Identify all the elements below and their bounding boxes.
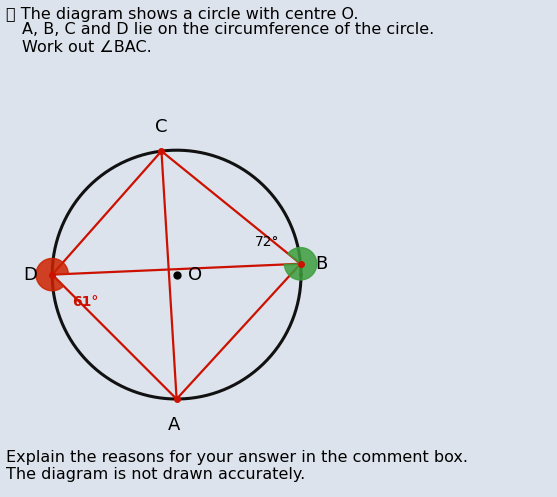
Text: B: B: [315, 255, 328, 273]
Text: The diagram is not drawn accurately.: The diagram is not drawn accurately.: [6, 467, 305, 482]
Text: Explain the reasons for your answer in the comment box.: Explain the reasons for your answer in t…: [6, 450, 467, 465]
Text: O: O: [188, 265, 202, 284]
Text: Work out ∠BAC.: Work out ∠BAC.: [22, 40, 152, 55]
Text: ⓘ The diagram shows a circle with centre O.: ⓘ The diagram shows a circle with centre…: [6, 7, 358, 22]
Wedge shape: [285, 248, 317, 280]
Text: 61°: 61°: [72, 295, 99, 309]
Wedge shape: [36, 258, 69, 291]
Text: 72°: 72°: [255, 235, 280, 249]
Text: D: D: [23, 265, 37, 284]
Text: C: C: [155, 118, 168, 136]
Text: A, B, C and D lie on the circumference of the circle.: A, B, C and D lie on the circumference o…: [22, 22, 434, 37]
Text: A: A: [168, 416, 180, 434]
